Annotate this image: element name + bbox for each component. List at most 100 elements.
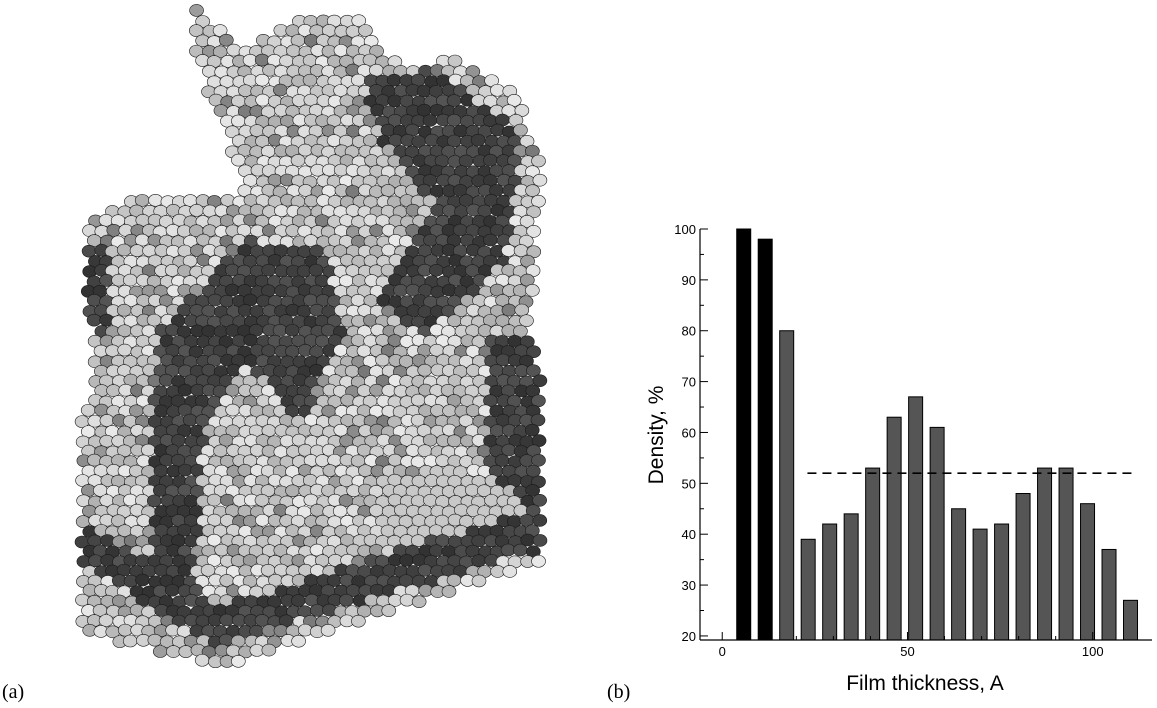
bar (1015, 493, 1031, 641)
particle (86, 293, 102, 307)
particle (351, 14, 367, 27)
x-tick-label: 0 (719, 644, 726, 659)
particle (148, 193, 163, 207)
particle (531, 194, 546, 208)
particle (344, 364, 360, 378)
particle (309, 244, 324, 258)
particle (513, 123, 528, 137)
particle (532, 374, 548, 387)
particle (490, 83, 505, 97)
particle (525, 504, 541, 517)
particle (351, 614, 366, 628)
particle (194, 653, 210, 667)
particle (308, 263, 324, 277)
particle (238, 84, 253, 97)
bar (1080, 503, 1096, 641)
y-tick-label: 40 (682, 527, 696, 542)
particle (398, 355, 414, 368)
particle (532, 173, 548, 187)
particle (178, 645, 194, 658)
particle (483, 153, 498, 167)
bar (908, 396, 924, 641)
particle (356, 384, 372, 397)
particle (249, 124, 265, 137)
particle (309, 503, 325, 517)
bar (822, 523, 838, 641)
particle (525, 484, 540, 497)
particle (212, 24, 228, 37)
particle (303, 234, 319, 247)
particle (134, 233, 150, 247)
particle (254, 493, 270, 507)
particle (117, 343, 132, 357)
particle (376, 294, 391, 307)
particle (514, 104, 530, 117)
particle (177, 463, 193, 477)
particle (116, 303, 132, 317)
particle (363, 134, 378, 147)
particle (380, 184, 396, 197)
particle (410, 393, 426, 407)
particle (206, 493, 222, 507)
particle (369, 44, 384, 58)
particle (417, 363, 433, 377)
particle (87, 453, 102, 467)
y-tick-label: 20 (682, 629, 696, 644)
bar (951, 508, 967, 641)
particle (441, 585, 457, 598)
panel-label: (b) (607, 681, 630, 703)
particle (189, 204, 204, 217)
particle (309, 604, 325, 617)
particle (387, 453, 403, 467)
particle (182, 413, 198, 427)
particle (519, 314, 534, 327)
particle (416, 183, 432, 197)
particle (231, 94, 246, 108)
particle (526, 345, 541, 358)
particle (166, 645, 181, 658)
y-tick-label: 70 (682, 375, 696, 390)
particle (500, 543, 516, 557)
particle (532, 493, 547, 507)
x-tick-label: 100 (1082, 644, 1104, 659)
particle-render (74, 4, 548, 669)
particle (177, 483, 193, 497)
y-tick-label: 100 (674, 222, 696, 237)
particle (362, 114, 378, 127)
particle (164, 583, 180, 597)
particle (333, 343, 348, 357)
bar (1123, 599, 1139, 641)
bar (929, 426, 945, 641)
particle (447, 434, 462, 448)
particle (369, 504, 384, 517)
particle (147, 494, 162, 508)
particle (358, 464, 373, 477)
particle (422, 433, 438, 447)
particle (304, 194, 319, 208)
particle (146, 313, 162, 327)
particle (417, 563, 433, 577)
particle (122, 273, 138, 287)
particle (525, 284, 540, 297)
particle (290, 154, 306, 167)
particle (273, 83, 288, 97)
panel-label: (a) (2, 681, 24, 703)
particle (513, 543, 528, 557)
particle (298, 184, 313, 197)
particle (224, 283, 240, 297)
particle (483, 233, 498, 247)
particle (219, 294, 235, 308)
particle (411, 595, 427, 608)
particle (214, 543, 229, 557)
particle (99, 414, 115, 427)
x-tick-label: 50 (900, 644, 914, 659)
particle (220, 493, 235, 507)
particle (98, 614, 114, 627)
particle (531, 154, 546, 168)
particle (530, 413, 546, 427)
particle (153, 464, 169, 478)
particle (302, 73, 318, 87)
particle (453, 223, 468, 237)
particle (532, 534, 548, 547)
